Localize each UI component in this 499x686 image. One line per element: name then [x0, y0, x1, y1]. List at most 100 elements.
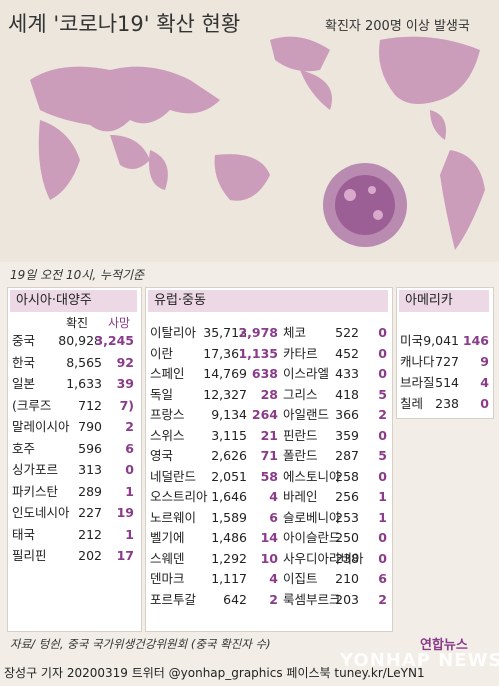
- deaths: 146: [462, 333, 489, 348]
- deaths: 2: [378, 407, 387, 422]
- confirmed: 790: [78, 419, 102, 434]
- deaths: 39: [116, 376, 134, 391]
- deaths: 10: [260, 550, 278, 566]
- deaths: 6: [378, 571, 387, 586]
- deaths: 6: [269, 509, 278, 525]
- country-name: 덴마크: [150, 571, 185, 586]
- column-header: 사망: [108, 316, 131, 330]
- logo: 연합뉴스: [420, 638, 468, 653]
- deaths: 7): [119, 397, 134, 413]
- country-name: (크루즈: [12, 397, 52, 413]
- country-name: 슬로베니아: [283, 509, 341, 525]
- deaths: 58: [260, 468, 278, 484]
- country-name: 브라질: [400, 375, 435, 390]
- asia-panel: [7, 287, 142, 632]
- subtitle: 확진자 200명 이상 발생국: [325, 19, 470, 34]
- confirmed: 522: [335, 325, 359, 340]
- country-name: 일본: [12, 376, 36, 391]
- deaths: 1: [378, 489, 387, 504]
- country-name: 스페인: [150, 366, 185, 381]
- country-name: 벨기에: [150, 530, 185, 545]
- confirmed: 227: [78, 505, 102, 520]
- country-name: 인도네시아: [12, 505, 70, 520]
- footer: 장성구 기자 20200319 트위터 @yonhap_graphics 페이스…: [4, 666, 425, 680]
- date-note: 19일 오전 10시, 누적기준: [10, 268, 145, 282]
- confirmed: 1,117: [211, 571, 247, 586]
- deaths: 0: [125, 462, 134, 477]
- deaths: 19: [116, 505, 134, 520]
- deaths: 638: [251, 366, 278, 381]
- confirmed: 1,633: [66, 376, 102, 391]
- deaths: 28: [260, 386, 278, 402]
- confirmed: 359: [335, 427, 359, 443]
- country-name: 파키스탄: [12, 483, 59, 499]
- confirmed: 80,928: [58, 333, 102, 348]
- country-name: 호주: [12, 440, 36, 456]
- virus-illustration: [323, 163, 407, 247]
- deaths: 4: [480, 375, 489, 390]
- europe-panel: [145, 287, 393, 632]
- confirmed: 238: [435, 396, 459, 411]
- deaths: 0: [378, 427, 387, 443]
- deaths: 5: [378, 386, 387, 402]
- deaths: 2: [269, 591, 278, 607]
- confirmed: 9,134: [211, 407, 247, 422]
- confirmed: 202: [78, 548, 102, 563]
- country-name: 사우디아라비아: [283, 550, 364, 566]
- deaths: 264: [251, 407, 278, 422]
- confirmed: 2,051: [211, 468, 247, 484]
- confirmed: 452: [335, 345, 359, 361]
- panel-header: 아메리카: [399, 290, 489, 312]
- confirmed: 256: [335, 489, 359, 504]
- deaths: 2,978: [238, 325, 278, 340]
- confirmed: 596: [78, 440, 102, 456]
- deaths: 1: [125, 526, 134, 542]
- country-name: 태국: [12, 526, 36, 542]
- confirmed: 712: [78, 397, 102, 413]
- panel-header: 아시아·대양주: [10, 290, 137, 312]
- deaths: 3,245: [94, 333, 134, 348]
- confirmed: 12,327: [203, 386, 247, 402]
- country-name: 오스트리아: [150, 489, 208, 504]
- country-name: 프랑스: [150, 407, 185, 422]
- confirmed: 642: [223, 591, 247, 607]
- deaths: 0: [378, 325, 387, 340]
- deaths: 4: [269, 571, 278, 586]
- deaths: 21: [260, 427, 278, 443]
- country-name: 카타르: [283, 345, 318, 361]
- confirmed: 210: [335, 571, 359, 586]
- country-name: 중국: [12, 333, 36, 348]
- confirmed: 1,589: [211, 509, 247, 525]
- country-name: 룩셈부르크: [283, 591, 341, 607]
- deaths: 6: [125, 440, 134, 456]
- confirmed: 313: [78, 462, 102, 477]
- deaths: 1: [378, 509, 387, 525]
- country-name: 캐나다: [400, 354, 435, 369]
- confirmed: 250: [335, 530, 359, 545]
- country-name: 이집트: [283, 571, 318, 586]
- deaths: 0: [378, 530, 387, 545]
- country-name: 칠레: [400, 396, 424, 411]
- deaths: 17: [116, 548, 134, 563]
- confirmed: 727: [435, 354, 459, 369]
- confirmed: 3,115: [211, 427, 247, 443]
- column-header: 확진: [66, 316, 89, 330]
- deaths: 2: [125, 419, 134, 434]
- confirmed: 1,646: [211, 489, 247, 504]
- confirmed: 1,486: [211, 530, 247, 545]
- country-name: 그리스: [283, 386, 318, 402]
- confirmed: 14,769: [203, 366, 247, 381]
- confirmed: 8,565: [66, 354, 102, 370]
- deaths: 0: [378, 468, 387, 484]
- deaths: 0: [378, 550, 387, 566]
- confirmed: 35,713: [203, 325, 247, 340]
- world-map: [0, 0, 499, 262]
- country-name: 영국: [150, 448, 174, 463]
- country-name: 바레인: [283, 489, 318, 504]
- country-name: 아이슬란드: [283, 530, 341, 545]
- confirmed: 514: [435, 375, 459, 390]
- deaths: 0: [480, 396, 489, 411]
- title: 세계 '코로나19' 확산 현황: [8, 12, 241, 36]
- country-name: 싱가포르: [12, 462, 59, 477]
